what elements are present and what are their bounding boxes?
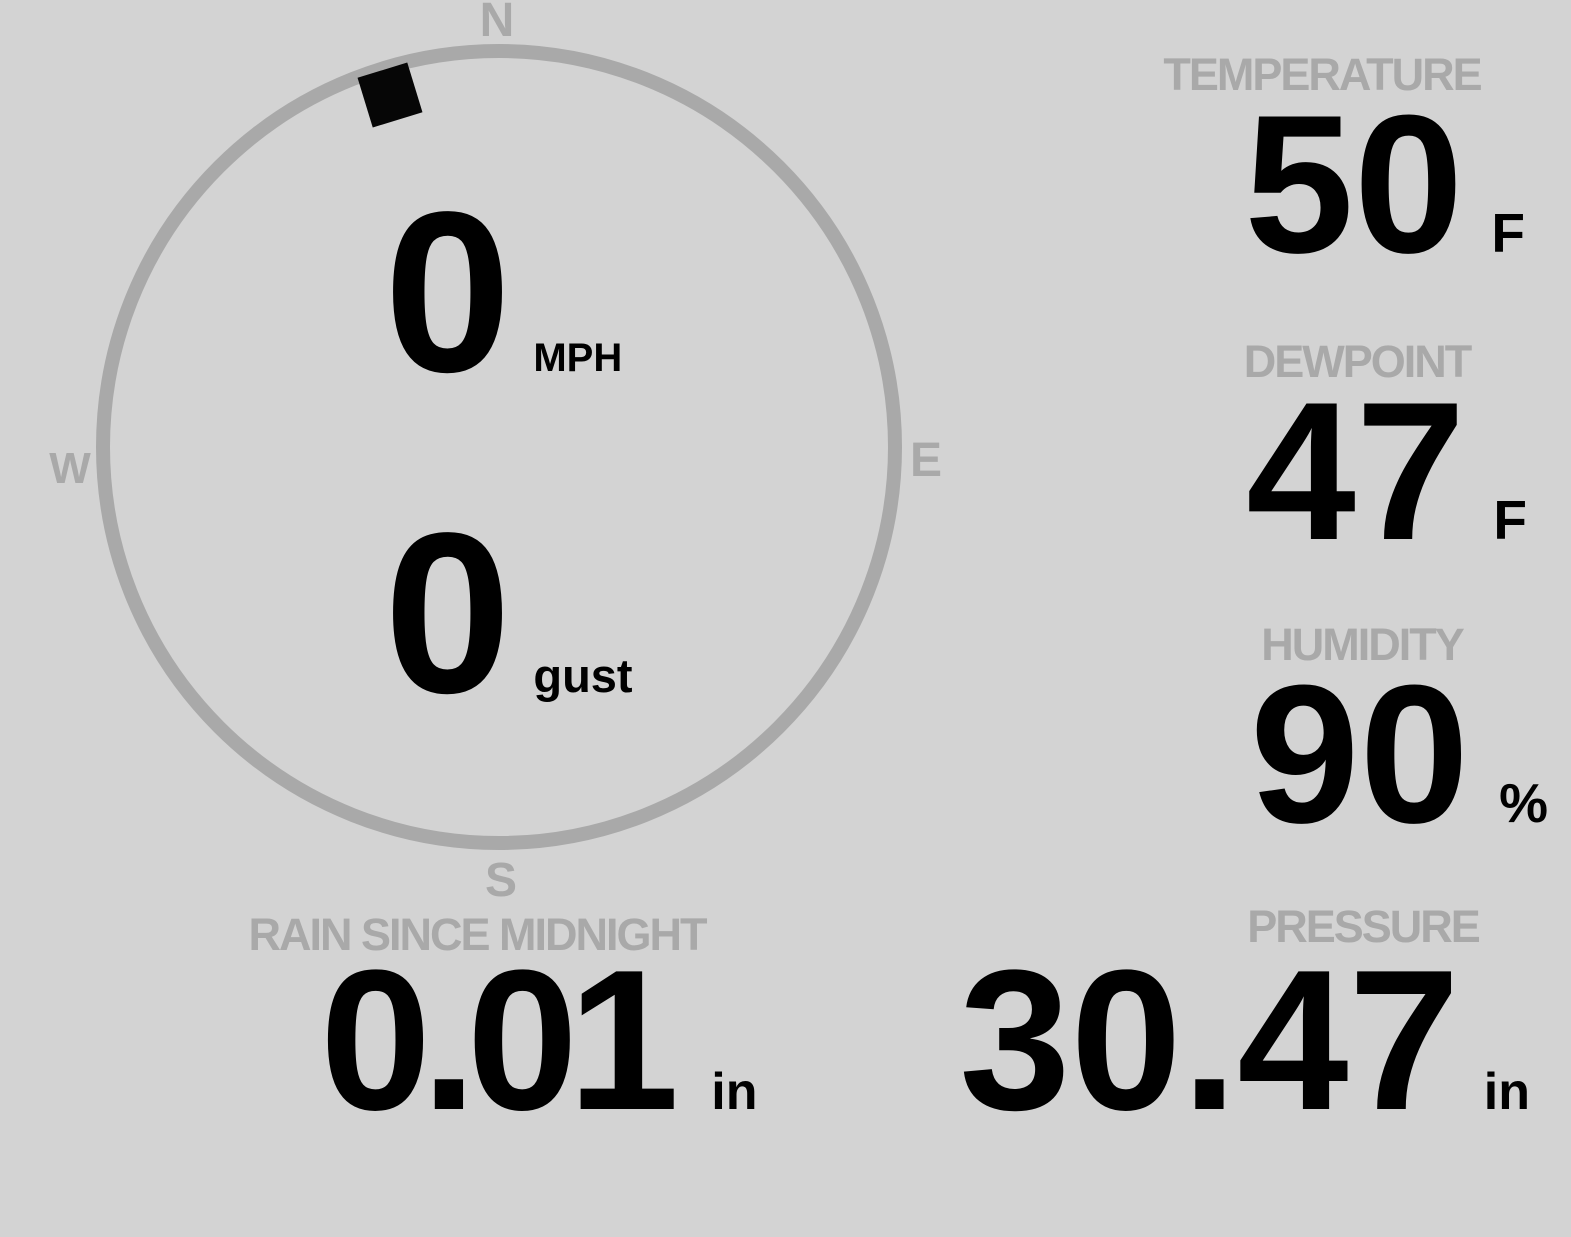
wind-compass <box>96 44 902 850</box>
dewpoint-unit: F <box>1493 489 1527 551</box>
dewpoint-label: DEWPOINT <box>1243 336 1472 387</box>
temperature-unit: F <box>1491 202 1525 264</box>
humidity-unit: % <box>1499 772 1548 834</box>
wind-speed: 0 MPH <box>384 178 622 407</box>
rain-reading: 0.01 in <box>320 941 757 1141</box>
compass-west-label: W <box>49 444 91 493</box>
dewpoint-reading: 47 F <box>1246 373 1527 570</box>
wind-speed-unit: MPH <box>533 336 623 380</box>
dewpoint-value: 47 <box>1246 361 1466 581</box>
pressure-unit: in <box>1483 1063 1530 1121</box>
compass-ring <box>96 44 902 850</box>
compass-north-label: N <box>479 0 515 47</box>
compass-south-label: S <box>484 854 518 907</box>
rain-label: RAIN SINCE MIDNIGHT <box>248 909 708 960</box>
wind-speed-value: 0 <box>384 164 512 420</box>
temperature-reading: 50 F <box>1244 86 1525 283</box>
wind-direction-marker-icon <box>357 62 423 128</box>
rain-unit: in <box>711 1063 758 1121</box>
temperature-label: TEMPERATURE <box>1163 49 1482 100</box>
wind-gust-unit: gust <box>533 649 633 702</box>
humidity-reading: 90 % <box>1250 656 1548 853</box>
pressure-label: PRESSURE <box>1247 901 1481 952</box>
rain-value: 0.01 <box>320 929 679 1152</box>
wind-gust: 0 gust <box>384 499 633 728</box>
humidity-value: 90 <box>1249 644 1470 864</box>
compass-east-label: E <box>909 434 943 487</box>
pressure-value: 30.47 <box>959 929 1460 1152</box>
pressure-reading: 30.47 in <box>959 941 1530 1141</box>
humidity-label: HUMIDITY <box>1261 619 1464 670</box>
temperature-value: 50 <box>1244 74 1464 294</box>
wind-gust-value: 0 <box>384 485 512 741</box>
